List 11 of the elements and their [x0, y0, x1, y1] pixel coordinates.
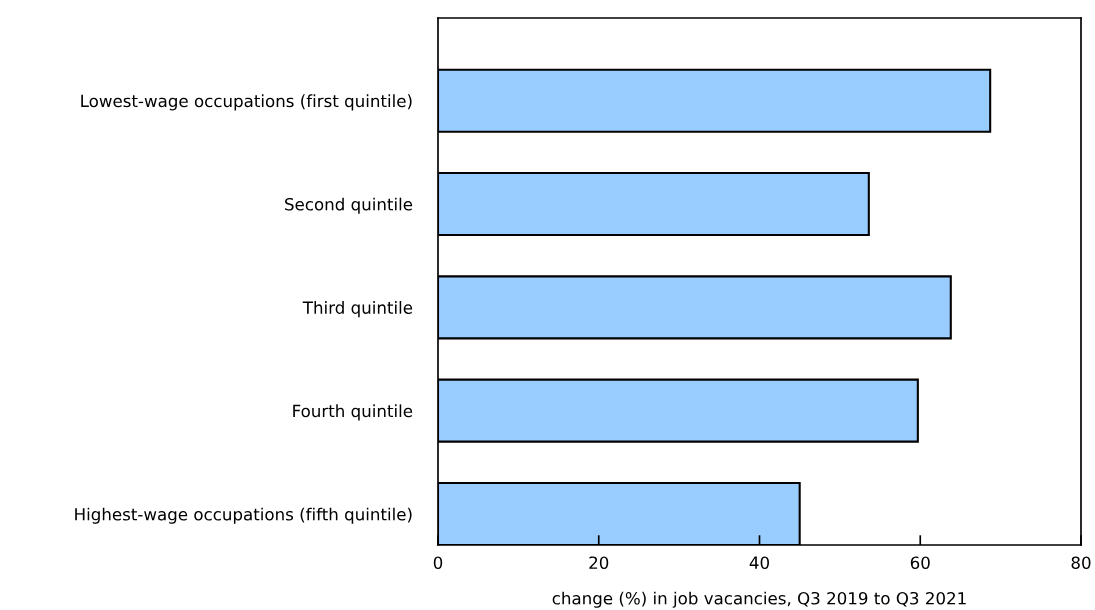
x-axis-title: change (%) in job vacancies, Q3 2019 to Q3 2021 [552, 591, 966, 608]
y-tick-label: Fourth quintile [293, 404, 413, 421]
x-tick-label: 0 [433, 556, 443, 570]
y-tick-label: Third quintile [302, 301, 413, 318]
y-tick-label: Lowest-wage occupations (first quintile) [81, 94, 412, 111]
x-tick-label: 20 [589, 556, 609, 570]
x-tick-label: 80 [1071, 556, 1091, 570]
y-tick-label: Second quintile [285, 197, 413, 214]
x-tick-label: 60 [910, 556, 930, 570]
y-tick-label: Highest-wage occupations (fifth quintile) [75, 507, 412, 524]
x-tick-label: 40 [749, 556, 769, 570]
